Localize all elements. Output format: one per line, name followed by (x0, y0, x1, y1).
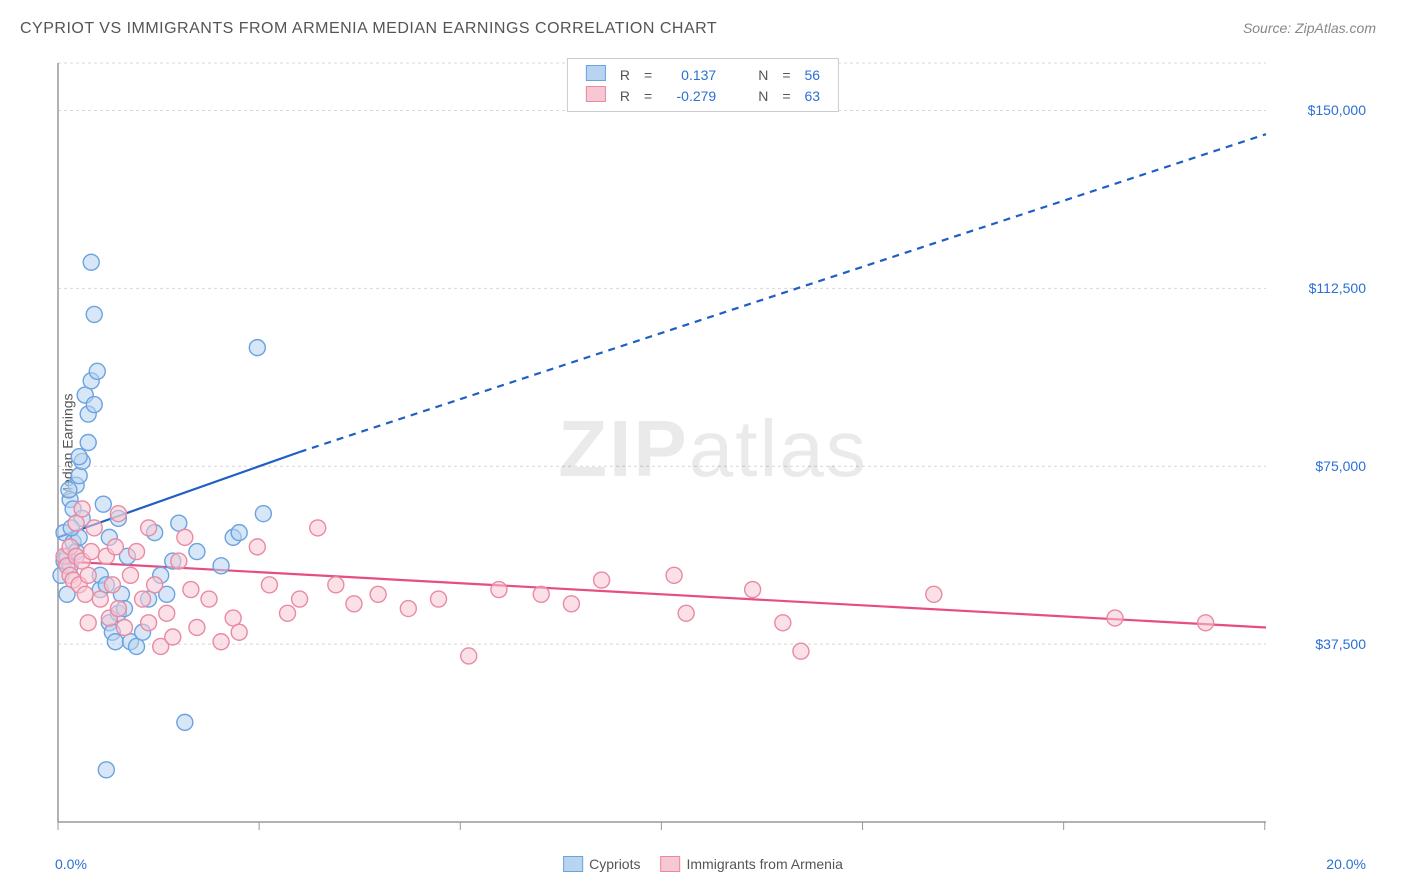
y-tick-label: $112,500 (1309, 280, 1366, 296)
scatter-plot (50, 55, 1376, 842)
x-axis-start-label: 0.0% (55, 856, 87, 872)
chart-title: CYPRIOT VS IMMIGRANTS FROM ARMENIA MEDIA… (20, 20, 717, 38)
legend-item: Cypriots (563, 856, 640, 872)
y-tick-label: $150,000 (1308, 102, 1366, 118)
series-legend: Cypriots Immigrants from Armenia (563, 856, 843, 872)
y-tick-label: $75,000 (1315, 458, 1366, 474)
correlation-legend: R = 0.137 N = 56 R = -0.279 N = 63 (567, 58, 839, 112)
source-attribution: Source: ZipAtlas.com (1243, 20, 1376, 36)
y-tick-label: $37,500 (1315, 636, 1366, 652)
x-axis-end-label: 20.0% (1326, 856, 1366, 872)
chart-area: ZIPatlas (50, 55, 1376, 842)
legend-item: Immigrants from Armenia (660, 856, 842, 872)
